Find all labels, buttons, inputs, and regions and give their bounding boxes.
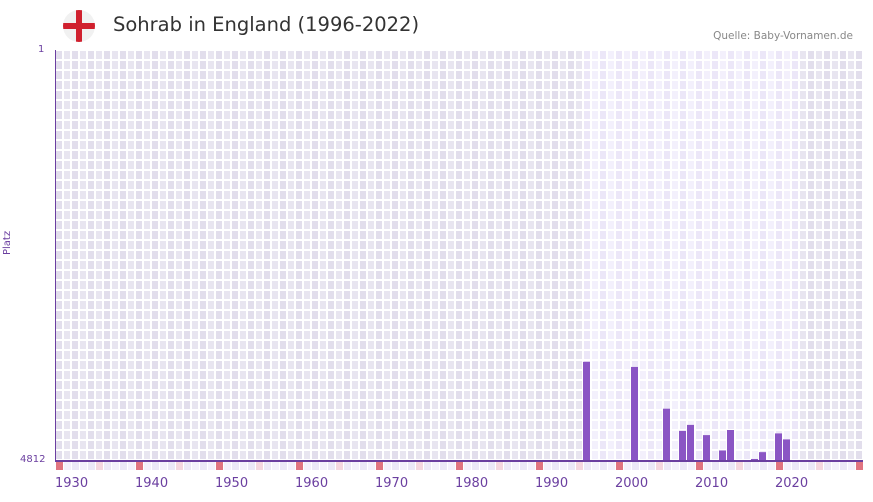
bar-2006[interactable] (663, 408, 670, 460)
x-label-2010: 2010 (695, 476, 729, 491)
bar-2013[interactable] (719, 450, 726, 460)
bar-2021[interactable] (783, 439, 790, 460)
bar-1996[interactable] (583, 361, 590, 460)
bar-2008[interactable] (679, 430, 686, 460)
bar-2017[interactable] (751, 458, 758, 460)
x-label-1930: 1930 (55, 476, 89, 491)
x-label-1970: 1970 (375, 476, 409, 491)
x-label-1990: 1990 (535, 476, 569, 491)
x-label-2000: 2000 (615, 476, 649, 491)
x-label-1960: 1960 (295, 476, 329, 491)
chart-title: Sohrab in England (1996-2022) (113, 13, 420, 36)
bar-2011[interactable] (703, 435, 710, 460)
decade-marker-row (56, 461, 863, 470)
y-axis-top-label: 1 (38, 44, 45, 55)
england-flag-icon (63, 10, 95, 42)
x-axis-labels: 1930 1940 1950 1960 1970 1980 1990 2000 2010 2020 (0, 476, 873, 496)
y-axis-line (55, 50, 56, 461)
y-axis-title: Platz (2, 230, 13, 255)
x-axis-line (55, 460, 863, 462)
bar-2018[interactable] (759, 452, 766, 460)
bar-2014[interactable] (727, 430, 734, 460)
plot-area (56, 51, 862, 460)
bar-2002[interactable] (631, 366, 638, 460)
x-label-2020: 2020 (775, 476, 809, 491)
bar-2020[interactable] (775, 433, 782, 460)
source-credit: Quelle: Baby-Vornamen.de (713, 30, 853, 42)
x-label-1950: 1950 (215, 476, 249, 491)
y-axis-bottom-label: 4812 (20, 454, 46, 465)
x-label-1980: 1980 (455, 476, 489, 491)
x-label-1940: 1940 (135, 476, 169, 491)
bar-2009[interactable] (687, 424, 694, 460)
